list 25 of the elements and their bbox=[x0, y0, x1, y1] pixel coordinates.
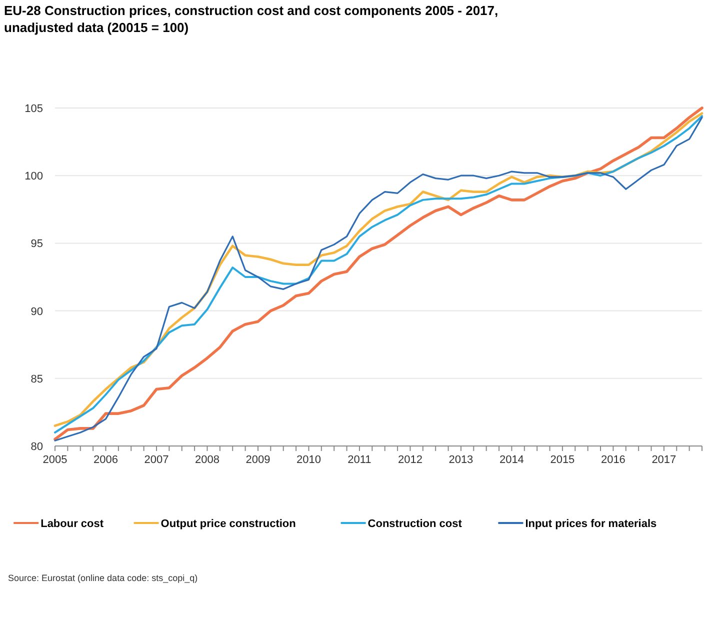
x-tick-label: 2016 bbox=[600, 454, 626, 466]
y-tick-label: 105 bbox=[24, 103, 43, 115]
x-tick-label: 2017 bbox=[652, 454, 676, 466]
chart-title: EU-28 Construction prices, construction cost and cost components 2005 - 2017, unadjusted data (20015 = 100) bbox=[4, 3, 498, 35]
legend-label: Labour cost bbox=[40, 518, 104, 530]
y-tick-label: 100 bbox=[24, 170, 43, 183]
legend-label: Output price construction bbox=[160, 518, 296, 530]
x-tick-label: 2013 bbox=[448, 454, 474, 466]
x-tick-label: 2008 bbox=[194, 454, 220, 466]
x-tick-label: 2010 bbox=[296, 454, 321, 466]
y-tick-label: 85 bbox=[30, 373, 43, 386]
y-tick-label: 95 bbox=[30, 238, 43, 250]
y-tick-label: 90 bbox=[30, 306, 43, 318]
source-note: Source: Eurostat (online data code: sts_copi_q) bbox=[8, 573, 198, 583]
legend-label: Input prices for materials bbox=[525, 518, 657, 530]
x-tick-label: 2006 bbox=[94, 454, 118, 466]
x-tick-label: 2011 bbox=[348, 454, 372, 466]
x-tick-label: 2015 bbox=[550, 454, 575, 466]
x-tick-label: 2007 bbox=[144, 454, 169, 466]
x-tick-label: 2009 bbox=[246, 454, 270, 466]
x-tick-label: 2014 bbox=[499, 454, 524, 466]
x-tick-label: 2012 bbox=[398, 454, 422, 466]
legend-label: Construction cost bbox=[368, 518, 462, 530]
x-tick-label: 2005 bbox=[42, 454, 68, 466]
y-tick-label: 80 bbox=[30, 441, 43, 453]
